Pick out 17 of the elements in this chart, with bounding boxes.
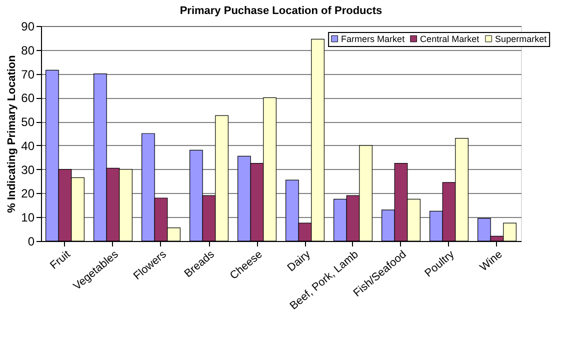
y-tick-label: 20	[21, 186, 35, 201]
y-tick-label: 80	[21, 43, 35, 58]
y-tick-label: 40	[21, 138, 35, 153]
y-tick-label: 30	[21, 162, 35, 177]
x-tick-label: Wine	[478, 248, 505, 274]
y-tick-label: 10	[21, 210, 35, 225]
y-tick-label: 0	[28, 234, 35, 248]
legend-label: Central Market	[420, 34, 480, 44]
y-tick-label: 60	[21, 91, 35, 106]
y-tick-label: 50	[21, 115, 35, 130]
legend-label: Supermarket	[495, 34, 548, 44]
chart-title: Primary Puchase Location of Products	[180, 5, 382, 17]
legend-label: Farmers Market	[341, 34, 406, 44]
y-tick-label: 70	[21, 67, 35, 82]
y-axis-title: % Indicating Primary Location	[6, 54, 18, 213]
x-tick-label: Fruit	[48, 248, 73, 272]
y-tick-label: 90	[21, 20, 35, 34]
